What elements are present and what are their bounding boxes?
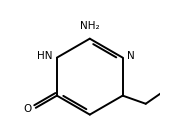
Text: O: O: [23, 104, 32, 114]
Text: N: N: [127, 51, 134, 61]
Text: HN: HN: [37, 51, 53, 61]
Text: NH₂: NH₂: [80, 21, 100, 31]
